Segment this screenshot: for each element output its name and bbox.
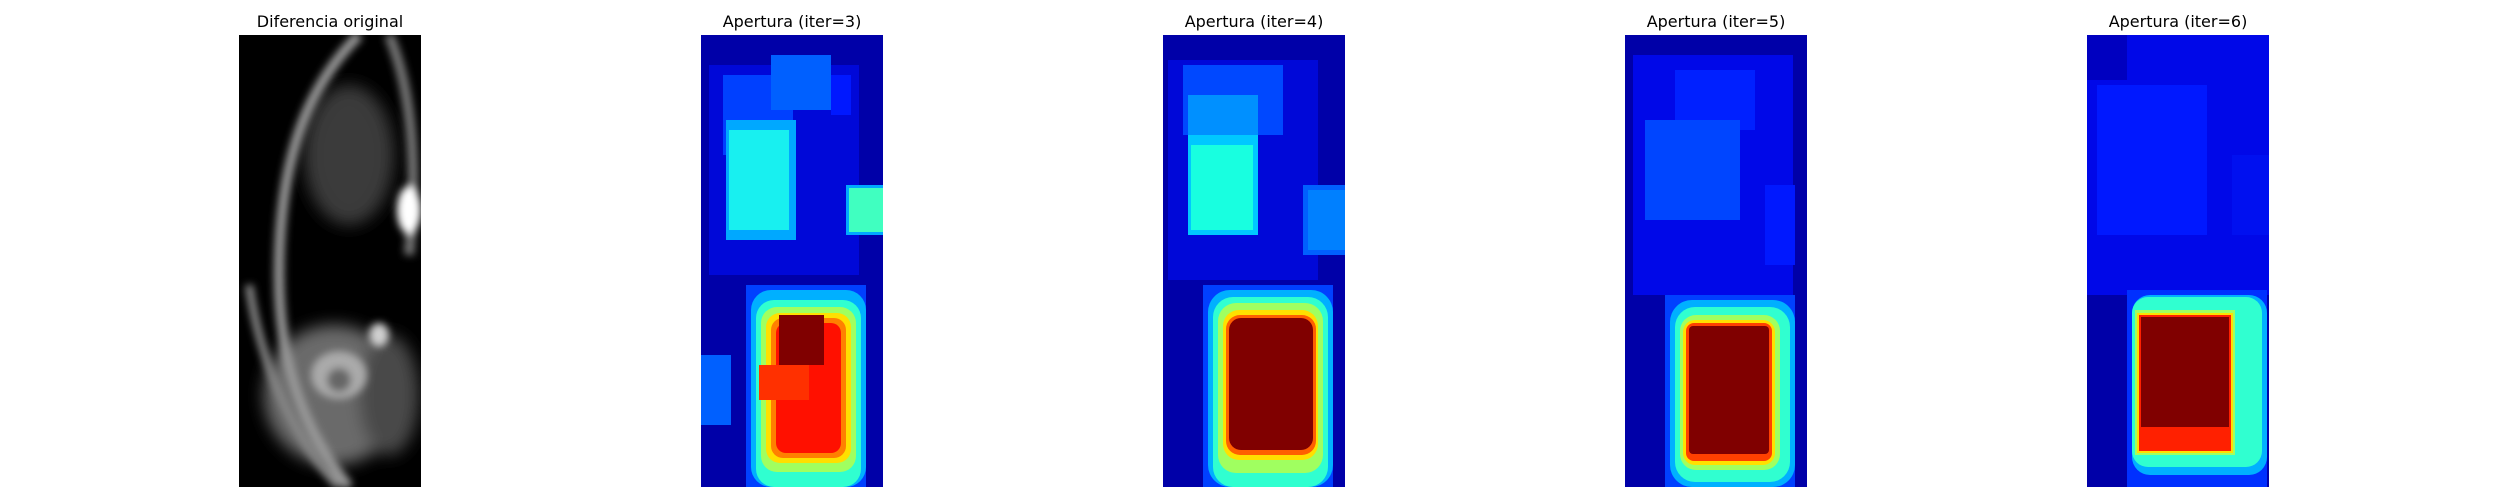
panel-iter-5: Apertura (iter=5) xyxy=(1625,0,1807,500)
heatmap-iter-4-image xyxy=(1163,35,1345,487)
panel-iter-3: Apertura (iter=3) xyxy=(701,0,883,500)
grayscale-difference-image xyxy=(239,35,421,487)
heatmap-iter-3-image xyxy=(701,35,883,487)
heatmap-iter-5-image xyxy=(1625,35,1807,487)
panel-iter-4: Apertura (iter=4) xyxy=(1163,0,1345,500)
panel-title: Apertura (iter=4) xyxy=(1184,12,1324,31)
panel-title: Diferencia original xyxy=(256,12,404,31)
heatmap-iter-6-image xyxy=(2087,35,2269,487)
panel-title: Apertura (iter=3) xyxy=(722,12,862,31)
panel-title: Apertura (iter=5) xyxy=(1646,12,1786,31)
panel-iter-6: Apertura (iter=6) xyxy=(2087,0,2269,500)
panel-title: Apertura (iter=6) xyxy=(2108,12,2248,31)
panel-original: Diferencia original xyxy=(239,0,421,500)
